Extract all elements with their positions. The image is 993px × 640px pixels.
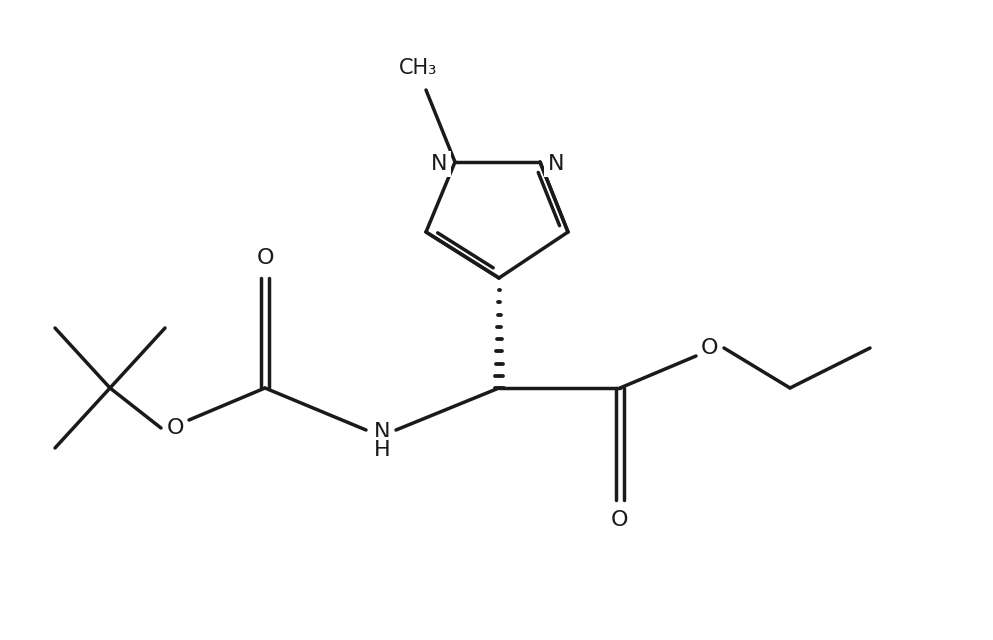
Text: N: N <box>431 154 447 174</box>
Text: O: O <box>612 510 629 530</box>
Text: N: N <box>373 422 390 442</box>
Text: O: O <box>256 248 274 268</box>
Text: N: N <box>548 154 564 174</box>
Text: H: H <box>373 440 390 460</box>
Text: O: O <box>701 338 719 358</box>
Text: CH₃: CH₃ <box>399 58 437 78</box>
Text: O: O <box>166 418 184 438</box>
